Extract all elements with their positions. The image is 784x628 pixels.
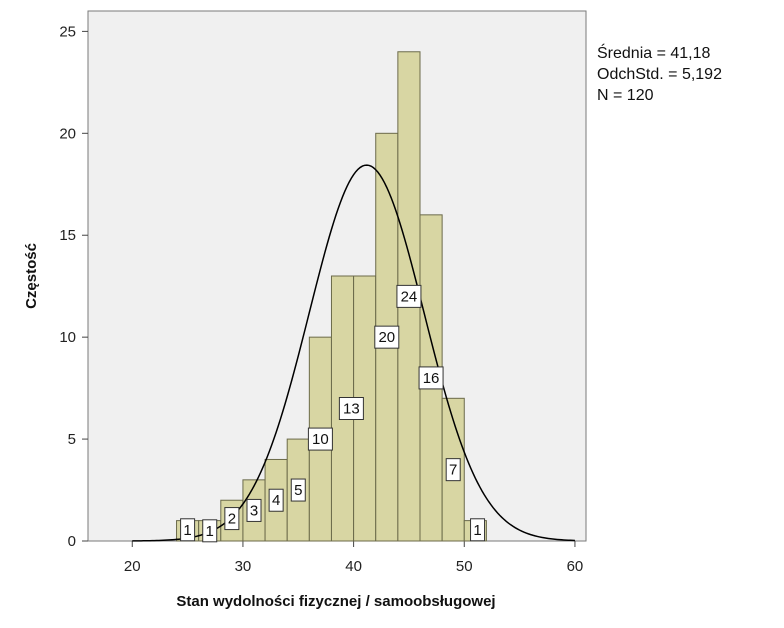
stat-mean: Średnia = 41,18 [597,43,711,62]
data-label: 1 [473,522,481,539]
data-label-box [180,518,196,542]
data-label: 1 [206,523,214,540]
data-label-box [290,478,306,502]
data-label-box [246,498,262,522]
data-label-box [445,458,461,482]
data-label: 20 [378,329,395,346]
y-tick-label: 0 [68,533,76,550]
y-tick-label: 15 [59,227,76,244]
data-label-box [338,397,364,420]
stat-std: OdchStd. = 5,192 [597,66,722,83]
x-tick-label: 20 [124,558,141,575]
x-tick-label: 30 [235,558,252,575]
x-tick-label: 40 [345,558,362,575]
x-axis: 20 30 40 50 60 [124,541,583,575]
data-label-box [307,427,333,451]
y-tick-label: 10 [59,329,76,346]
data-label-box [374,325,400,349]
data-label: 10 [312,431,329,448]
data-label: 16 [423,370,440,387]
data-label-box [396,284,422,308]
data-label: 3 [250,502,258,519]
y-axis-title: Częstość [23,243,40,309]
y-axis: 0 5 10 15 20 25 [59,23,88,550]
data-label: 5 [294,482,302,499]
data-label-box [470,518,486,542]
data-label: 1 [183,522,191,539]
data-label: 24 [401,288,418,305]
data-label-box [418,366,444,390]
data-label-box [224,507,240,531]
stat-n: N = 120 [597,87,654,104]
y-tick-label: 5 [68,431,76,448]
data-label: 13 [343,401,360,418]
data-label: 4 [272,492,280,509]
x-axis-title: Stan wydolności fizycznej / samoobsługow… [176,593,495,610]
data-label: 7 [449,462,457,479]
y-tick-label: 20 [59,125,76,142]
x-tick-label: 60 [567,558,584,575]
x-tick-label: 50 [456,558,473,575]
y-tick-label: 25 [59,23,76,40]
data-label: 2 [228,511,236,528]
data-label-box [202,519,218,543]
data-label-box [268,488,284,512]
